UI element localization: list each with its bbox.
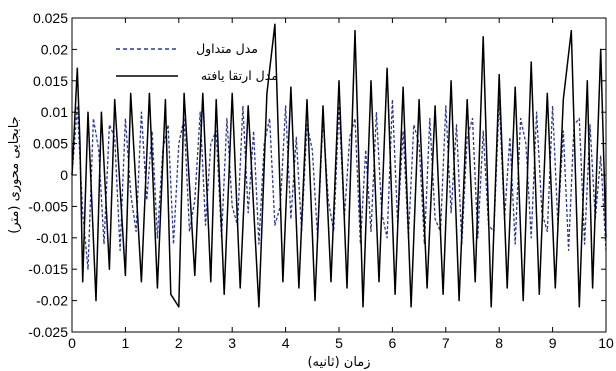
y-tick-label-1: 0.02 xyxy=(41,41,68,57)
y-tick-label-5: 0 xyxy=(60,167,68,183)
x-tick-label-2: 2 xyxy=(175,335,183,351)
y-axis-title: جابجایی محوری (متر) xyxy=(7,116,22,233)
x-tick-label-9: 9 xyxy=(549,335,557,351)
x-tick-label-1: 1 xyxy=(122,335,130,351)
x-tick-label-10: 10 xyxy=(598,335,614,351)
x-axis-title: زمان (ثانیه) xyxy=(307,355,370,370)
y-tick-label-4: 0.005 xyxy=(33,136,68,152)
ticks-layer: 0 1 2 3 4 5 6 7 8 9 100.0250.020.0150.010.0050-0.0… xyxy=(28,10,614,351)
x-tick-label-4: 4 xyxy=(282,335,290,351)
y-tick-label-10: -0.025 xyxy=(28,324,68,340)
y-tick-label-3: 0.01 xyxy=(41,104,68,120)
x-tick-label-3: 3 xyxy=(228,335,236,351)
x-tick-label-5: 5 xyxy=(335,335,343,351)
y-tick-label-8: -0.015 xyxy=(28,261,68,277)
series-layer xyxy=(71,23,607,308)
series-line-0 xyxy=(71,98,607,270)
series-line-1 xyxy=(71,23,607,308)
legend-label-conventional: مدل متداول xyxy=(196,41,258,57)
y-tick-label-2: 0.015 xyxy=(33,73,68,89)
y-tick-label-0: 0.025 xyxy=(33,10,68,26)
y-tick-label-7: -0.01 xyxy=(36,230,68,246)
x-tick-label-6: 6 xyxy=(389,335,397,351)
y-tick-label-9: -0.02 xyxy=(36,293,68,309)
x-tick-label-8: 8 xyxy=(495,335,503,351)
plot-area xyxy=(72,18,606,332)
x-tick-label-0: 0 xyxy=(68,335,76,351)
x-tick-label-7: 7 xyxy=(442,335,450,351)
y-tick-label-6: -0.005 xyxy=(28,198,68,214)
legend-label-upgraded: مدل ارتقا یافته xyxy=(201,68,278,84)
legend: مدل متداول مدل ارتقا یافته xyxy=(116,41,278,84)
